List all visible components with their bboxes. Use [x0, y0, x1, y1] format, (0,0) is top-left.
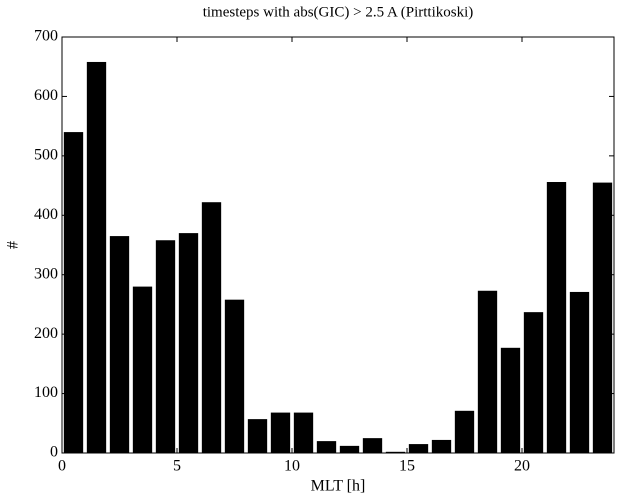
bar: [339, 445, 360, 453]
y-tick-label: 500: [34, 147, 58, 164]
y-tick-label: 300: [34, 265, 58, 282]
y-tick-label: 600: [34, 87, 58, 104]
bar: [500, 347, 521, 453]
bar: [362, 438, 383, 453]
chart-title: timesteps with abs(GIC) > 2.5 A (Pirttik…: [203, 4, 474, 20]
bar: [477, 290, 498, 453]
bar: [316, 441, 337, 453]
y-tick-label: 100: [34, 384, 58, 401]
bar: [523, 312, 544, 453]
x-tick-label: 10: [284, 458, 300, 475]
bar: [86, 61, 107, 454]
x-axis-label: MLT [h]: [311, 478, 366, 495]
bar: [569, 291, 590, 453]
bar: [408, 444, 429, 453]
bar: [201, 202, 222, 453]
bar: [63, 132, 84, 454]
axes-frame: [61, 36, 615, 454]
y-tick-label: 400: [34, 206, 58, 223]
bar: [546, 182, 567, 453]
y-tick-label: 700: [34, 28, 58, 45]
bar: [247, 419, 268, 453]
bar: [155, 240, 176, 453]
bar: [454, 410, 475, 453]
bar: [132, 286, 153, 453]
y-axis-label: #: [5, 241, 22, 249]
bar: [293, 412, 314, 453]
bar: [224, 299, 245, 453]
x-tick-label: 5: [173, 458, 181, 475]
y-tick-label: 0: [50, 444, 58, 461]
bar: [178, 233, 199, 453]
x-tick-label: 0: [58, 458, 66, 475]
bar: [385, 451, 406, 453]
bar: [109, 236, 130, 453]
y-tick-label: 200: [34, 325, 58, 342]
x-tick-label: 20: [514, 458, 530, 475]
bar: [592, 182, 613, 453]
bar: [270, 412, 291, 453]
bar: [431, 439, 452, 453]
x-tick-label: 15: [399, 458, 415, 475]
